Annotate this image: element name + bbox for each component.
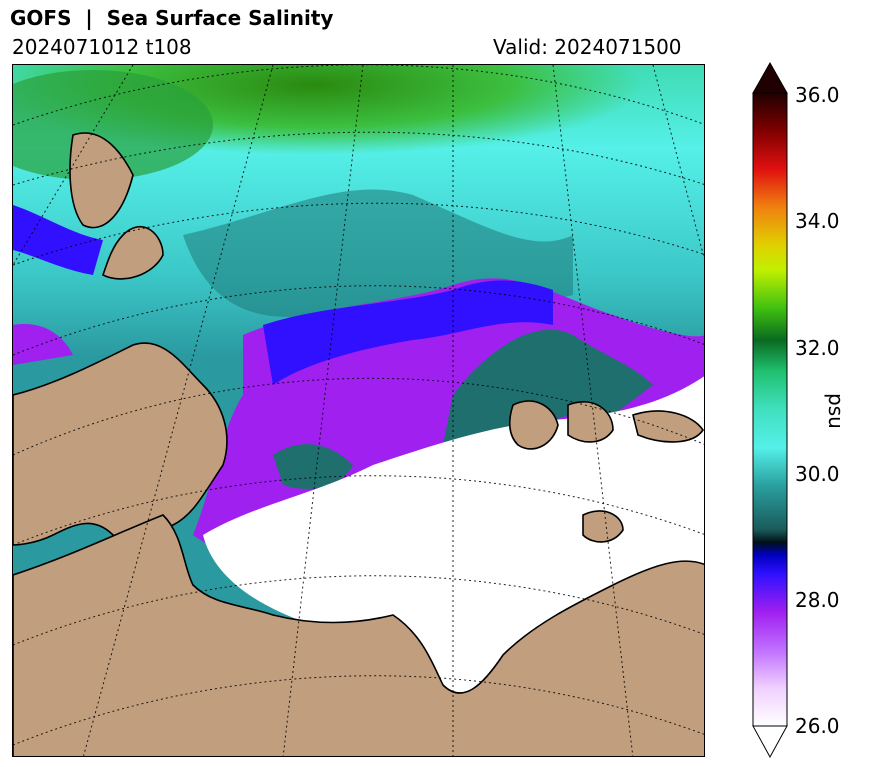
island-east-3 (632, 410, 704, 443)
salinity-colorbar (752, 61, 788, 759)
valid-time-label: Valid: 2024071500 (493, 35, 682, 59)
teal-eddy (273, 444, 353, 489)
map-canvas (13, 65, 704, 756)
colorbar-extend-max (752, 61, 788, 94)
landmass-west (13, 342, 228, 546)
blue-strait-patch (13, 205, 103, 275)
colorbar-gradient (752, 92, 788, 727)
island-north-2 (102, 226, 164, 280)
colorbar-tick-label: 30.0 (795, 462, 840, 486)
colorbar-tick-label: 32.0 (795, 336, 840, 360)
island-east-4 (582, 510, 624, 543)
graticule (13, 65, 704, 756)
violet-strait-patch (13, 324, 73, 365)
map-title: GOFS | Sea Surface Salinity (10, 6, 334, 30)
colorbar-extend-min (752, 725, 788, 759)
colorbar-tick-label: 26.0 (795, 714, 840, 738)
blue-front (263, 280, 553, 385)
northwest-green-patch (13, 70, 213, 180)
island-east-1 (508, 400, 559, 450)
landmass-south (13, 514, 704, 756)
colorbar-tick-label: 34.0 (795, 209, 840, 233)
island-north-1 (69, 132, 134, 229)
colorbar-tick-label: 36.0 (795, 83, 840, 107)
salinity-map[interactable] (12, 64, 705, 757)
model-run-label: 2024071012 t108 (12, 35, 192, 59)
colorbar-tick-label: 28.0 (795, 588, 840, 612)
island-east-2 (567, 401, 614, 443)
colorbar-unit-label: psu (824, 393, 848, 429)
